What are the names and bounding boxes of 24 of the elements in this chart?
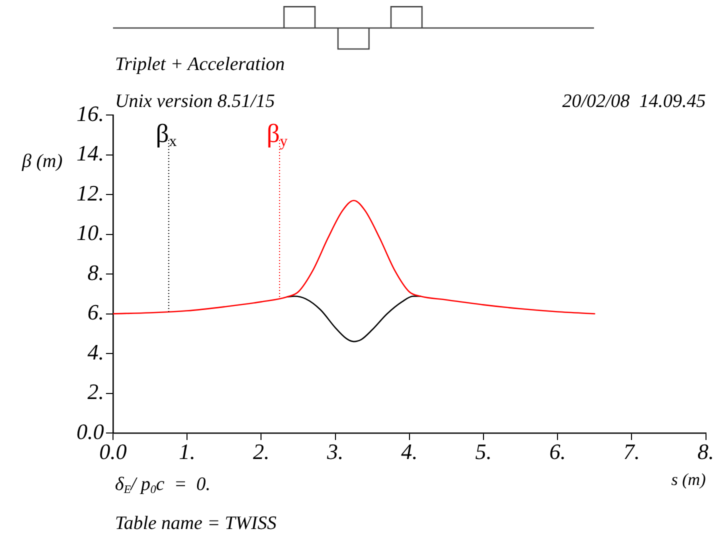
x-tick-label: 2. [252,438,270,464]
x-axis-title: s (m) [671,470,706,489]
line-series [286,296,422,342]
text: 20/02/08 14.09.45 [562,91,706,112]
y-tick-label: 2. [88,379,104,404]
y-tick-label: 14. [76,140,104,166]
x-tick-label: 3. [326,438,344,464]
y-tick-label: 10. [76,220,104,246]
chart-subtitle: Unix version 8.51/15 [115,91,275,112]
x-tick-label: 8. [698,438,714,464]
chart-title: Triplet + Acceleration [115,54,285,75]
y-tick-label: 16. [76,100,104,126]
x-tick-label: 7. [623,438,640,464]
y-tick-label: 0.0 [76,418,104,444]
y-tick-label: 6. [88,300,104,325]
x-tick-label: 1. [178,438,196,464]
y-tick-label: 8. [88,260,104,285]
y-axis-title: β (m) [21,151,63,172]
y-tick-label: 12. [76,180,104,206]
text: Table name = TWISS [115,513,277,534]
y-tick-label: 4. [88,339,104,364]
x-tick-label: 6. [549,438,566,464]
x-tick-label: 4. [401,438,418,464]
x-tick-label: 5. [475,438,492,464]
